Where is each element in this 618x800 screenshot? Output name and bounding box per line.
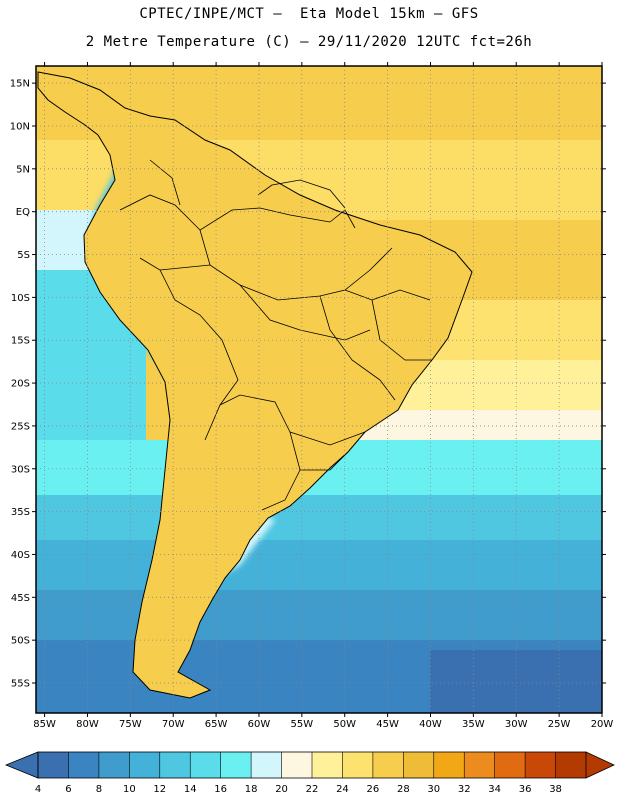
colorbar-label: 4 [35,784,41,795]
colorbar-swatch [129,752,161,778]
lon-tick-label: 35W [462,719,485,730]
lat-tick-label: 45S [11,593,30,604]
colorbar-swatch [555,752,587,778]
field-band [430,650,602,713]
lat-tick-label: 10N [10,121,30,132]
colorbar-label: 10 [123,784,136,795]
colorbar-label: 26 [367,784,380,795]
colorbar-swatch [159,752,191,778]
lon-tick-label: 30W [505,719,528,730]
colorbar-under-arrow [4,751,39,779]
country-borders [119,159,432,511]
lon-tick-label: 40W [419,719,442,730]
map-field [36,66,602,713]
colorbar-swatch [372,752,404,778]
colorbar-swatch [220,752,252,778]
lat-tick-label: 5S [17,250,30,261]
colorbar-label: 32 [458,784,471,795]
colorbar-swatch [38,752,69,778]
lon-tick-label: 60W [248,719,271,730]
colorbar: 4 6 8 10 12 14 16 18 20 22 24 26 28 30 32 34 36 38 [4,751,615,795]
lat-tick-label: EQ [16,207,30,218]
lat-tick-label: 10S [11,293,30,304]
lat-tick-label: 30S [11,464,30,475]
colorbar-over-arrow [585,751,615,779]
lon-tick-label: 80W [76,719,99,730]
colorbar-swatch [433,752,465,778]
lat-tick-label: 15S [11,336,30,347]
colorbar-swatch [464,752,496,778]
colorbar-swatch [525,752,557,778]
lon-tick-label: 25W [548,719,571,730]
colorbar-label: 28 [397,784,410,795]
colorbar-label: 34 [488,784,501,795]
colorbar-swatch [342,752,374,778]
lon-tick-label: 55W [291,719,314,730]
colorbar-label: 24 [336,784,349,795]
map-frame [35,65,603,714]
longitude-axis: 85W 80W 75W 70W 65W 60W 55W 50W 45W 40W 35W 30W 25W 2… [33,719,613,730]
lon-tick-label: 65W [205,719,228,730]
colorbar-label: 14 [184,784,197,795]
field-band [36,540,602,590]
lon-tick-label: 45W [376,719,399,730]
title-line-2: 2 Metre Temperature (C) – 29/11/2020 12U… [85,34,533,50]
colorbar-swatch [68,752,100,778]
colorbar-label: 22 [306,784,319,795]
colorbar-swatch [403,752,435,778]
colorbar-label: 38 [549,784,562,795]
colorbar-label: 18 [245,784,258,795]
colorbar-label: 20 [275,784,288,795]
lat-tick-label: 35S [11,507,30,518]
lat-tick-label: 40S [11,550,30,561]
lon-tick-label: 50W [333,719,356,730]
colorbar-label: 8 [96,784,102,795]
colorbar-swatch [312,752,343,778]
field-band [36,495,602,540]
colorbar-label: 16 [214,784,227,795]
colorbar-label: 30 [427,784,440,795]
lon-tick-label: 85W [33,719,56,730]
latitude-axis: 15N 10N 5N EQ 5S 10S 15S 20S 25S 30S 35S 40S 45S 50S 5… [10,79,30,690]
lon-tick-label: 70W [162,719,185,730]
colorbar-swatch [98,752,130,778]
colorbar-swatch [494,752,526,778]
lat-tick-label: 25S [11,421,30,432]
lon-tick-label: 75W [119,719,142,730]
lat-tick-label: 50S [11,636,30,647]
lat-tick-label: 15N [10,79,30,90]
lat-tick-label: 20S [11,379,30,390]
lat-tick-label: 55S [11,679,30,690]
lon-tick-label: 20W [591,719,614,730]
colorbar-label: 36 [519,784,532,795]
colorbar-label: 6 [65,784,71,795]
lat-tick-label: 5N [16,164,30,175]
colorbar-swatch [251,752,283,778]
colorbar-swatch [190,752,222,778]
colorbar-swatch [281,752,313,778]
title-line-1: CPTEC/INPE/MCT – Eta Model 15km – GFS [139,6,479,22]
colorbar-label: 12 [153,784,166,795]
